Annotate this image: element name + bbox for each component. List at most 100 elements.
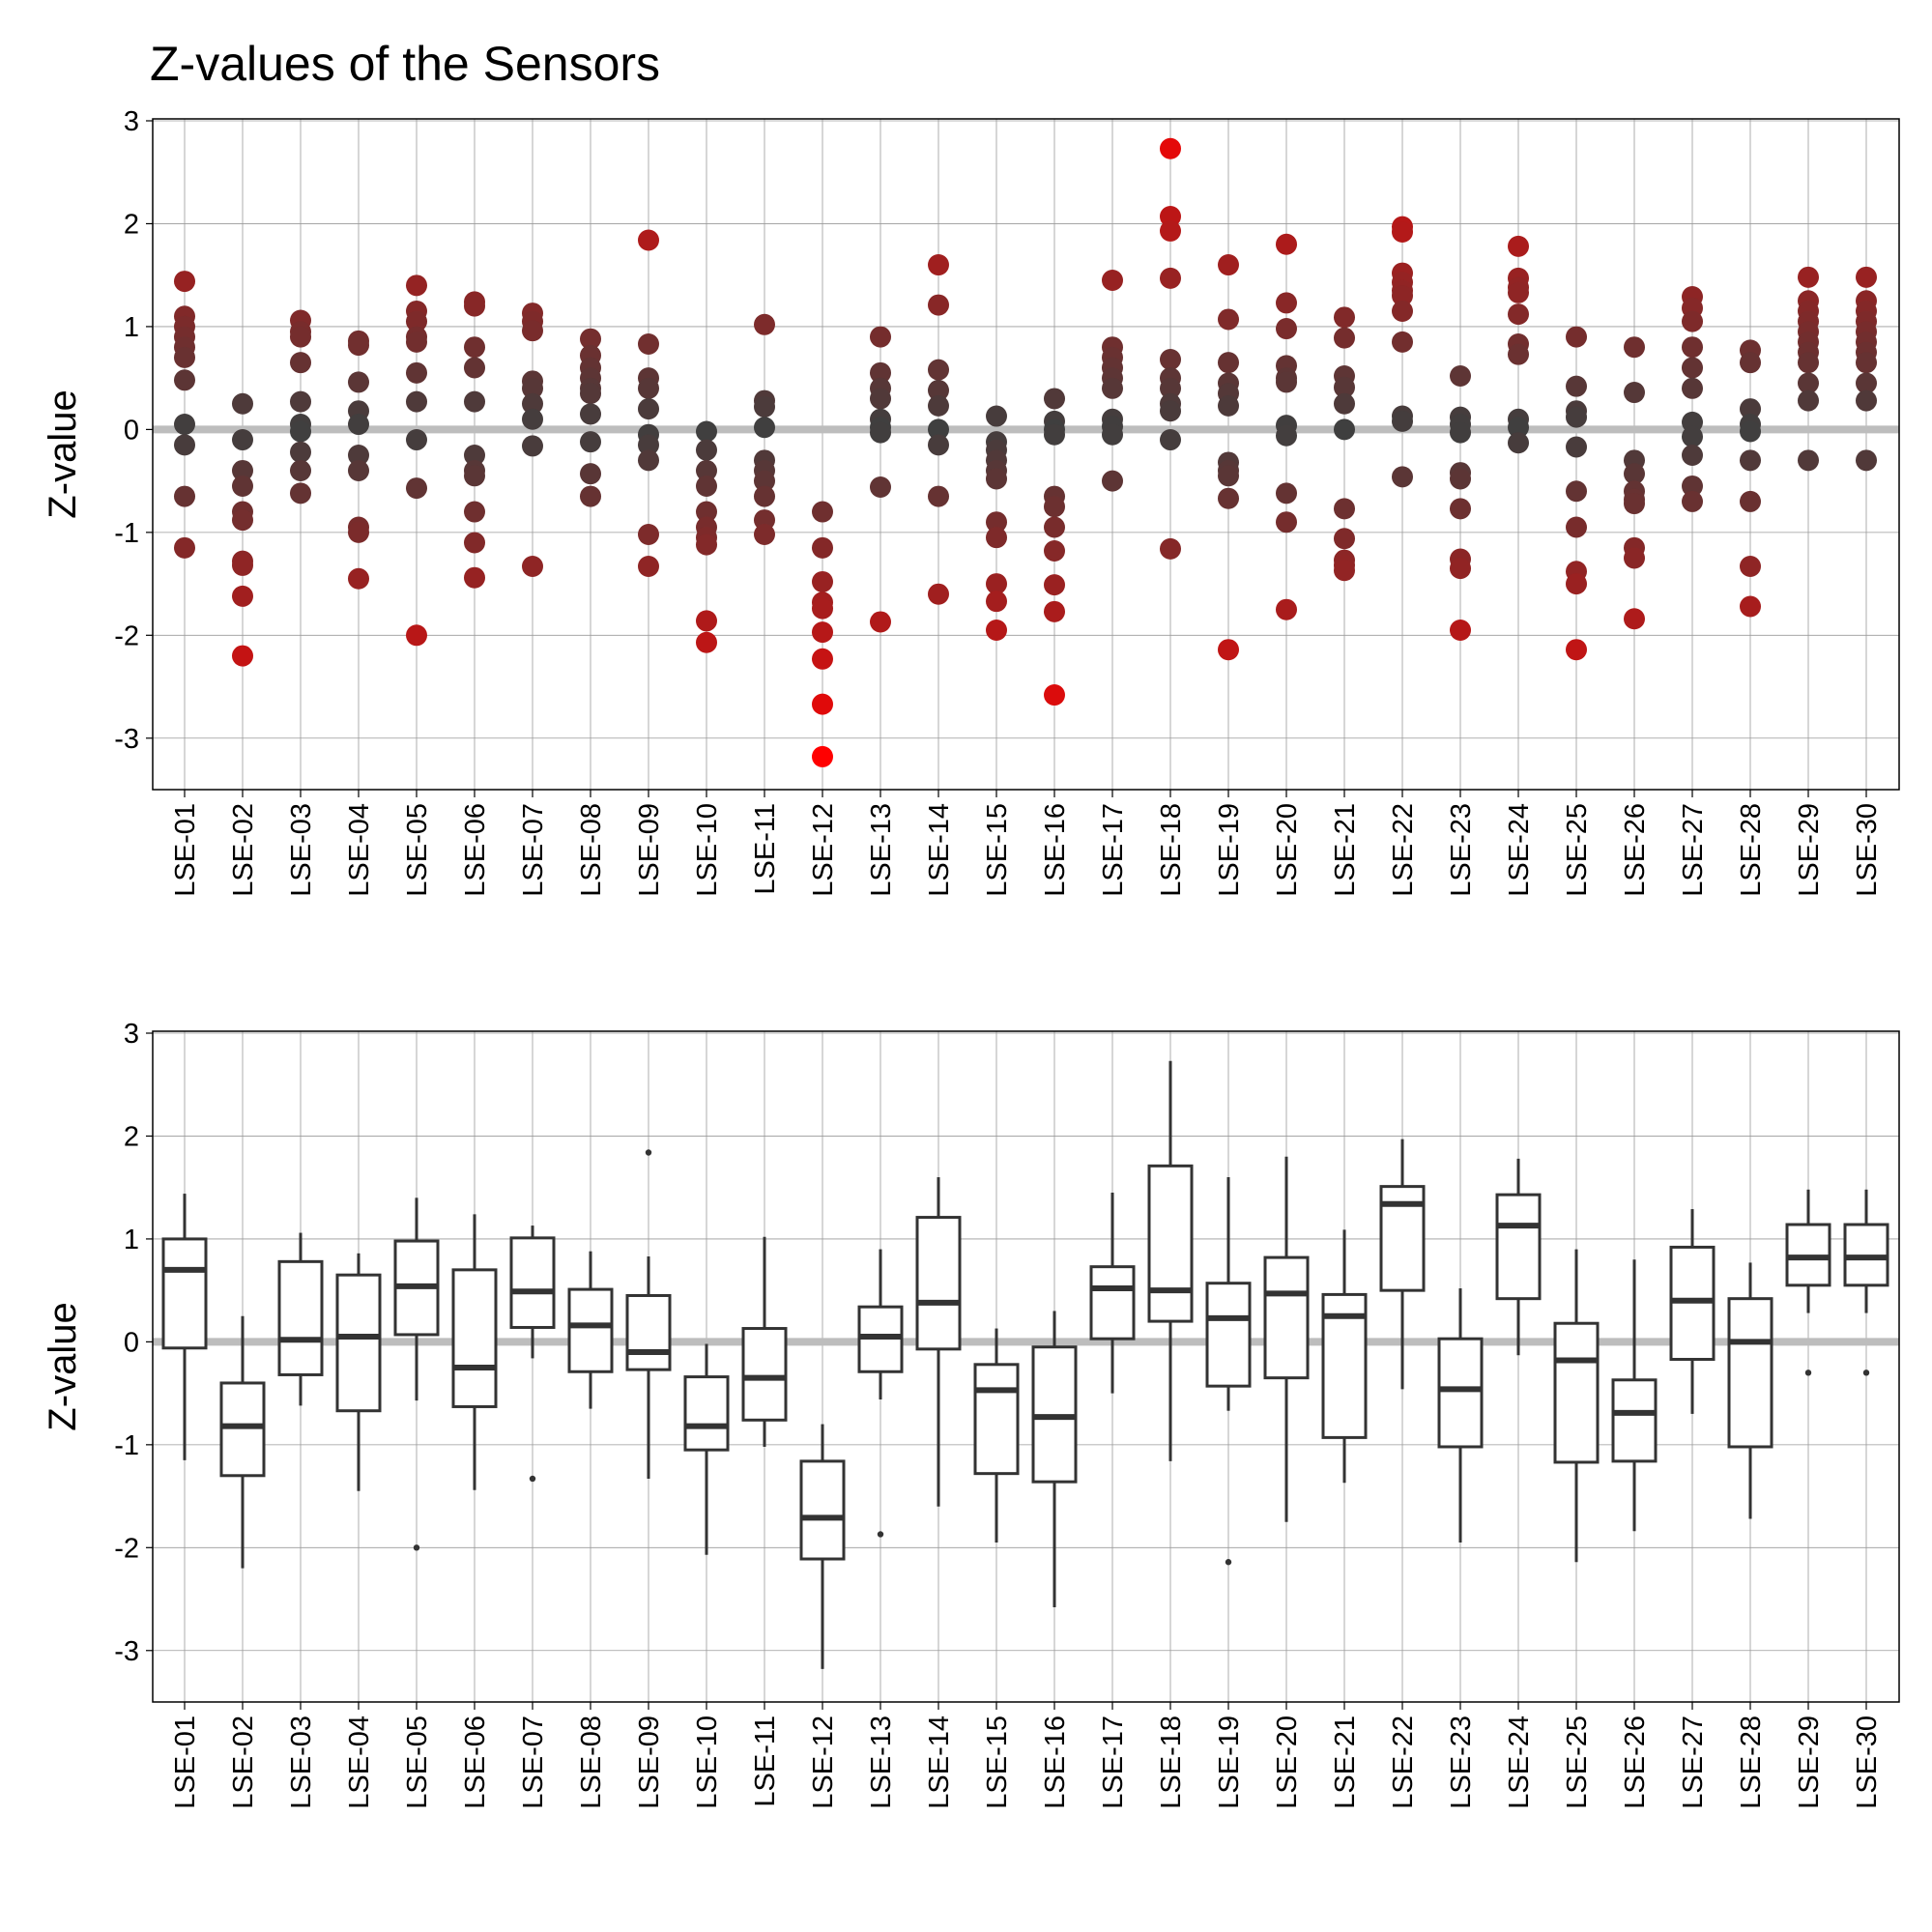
data-point xyxy=(1508,343,1529,365)
data-point xyxy=(406,477,427,500)
x-tick-label: LSE-13 xyxy=(866,1716,897,1809)
data-point xyxy=(1798,449,1819,472)
x-tick-label: LSE-17 xyxy=(1098,803,1129,897)
x-tick-label: LSE-04 xyxy=(344,803,375,897)
data-point xyxy=(1392,220,1413,243)
data-point xyxy=(1798,372,1819,394)
y-tick-label: 1 xyxy=(124,1225,139,1255)
data-point xyxy=(870,611,891,633)
dot-plot-border xyxy=(152,118,1900,791)
x-tick-label: LSE-12 xyxy=(808,803,839,897)
x-tick-label: LSE-01 xyxy=(170,803,201,897)
x-tick-label: LSE-25 xyxy=(1562,803,1593,897)
data-point xyxy=(348,334,369,357)
x-tick-label: LSE-05 xyxy=(402,1716,433,1809)
x-tick-label: LSE-20 xyxy=(1272,803,1303,897)
data-point xyxy=(1566,406,1587,428)
x-tick-label: LSE-17 xyxy=(1098,1716,1129,1809)
data-point xyxy=(812,597,833,620)
box-body xyxy=(915,1216,962,1351)
data-point xyxy=(174,536,195,559)
y-tick-label: -1 xyxy=(114,518,139,549)
data-point xyxy=(696,459,717,481)
y-tick-label: 1 xyxy=(124,312,139,343)
y-tick-label: -2 xyxy=(114,1533,139,1564)
x-tick-label: LSE-08 xyxy=(576,803,607,897)
box-body xyxy=(1205,1282,1252,1388)
box-lse-11 xyxy=(741,1236,788,1447)
data-point xyxy=(1856,389,1877,412)
data-point xyxy=(406,361,427,384)
data-point xyxy=(1740,352,1761,374)
y-tick-label: 3 xyxy=(124,106,139,137)
box-body xyxy=(161,1237,208,1350)
data-point xyxy=(232,554,253,576)
box-lse-19 xyxy=(1205,1177,1252,1566)
x-tick-label: LSE-03 xyxy=(286,803,317,897)
data-point xyxy=(1218,254,1239,276)
data-point xyxy=(1160,429,1181,451)
data-point xyxy=(1102,270,1123,292)
data-point xyxy=(1798,389,1819,412)
data-point xyxy=(522,392,543,415)
data-point xyxy=(638,333,659,356)
data-point xyxy=(1276,482,1297,505)
data-point xyxy=(464,336,485,359)
x-tick-label: LSE-03 xyxy=(286,1716,317,1809)
data-point xyxy=(522,408,543,430)
box-lse-26 xyxy=(1611,1259,1658,1532)
data-point xyxy=(812,745,833,767)
data-point xyxy=(1334,376,1355,398)
box-lse-16 xyxy=(1031,1311,1078,1608)
data-point xyxy=(1276,233,1297,255)
data-point xyxy=(870,476,891,499)
outlier-point xyxy=(413,1544,420,1551)
data-point xyxy=(928,254,949,276)
data-point xyxy=(928,379,949,401)
outlier-point xyxy=(1225,1559,1232,1566)
data-point xyxy=(1044,496,1065,518)
data-point xyxy=(928,359,949,381)
data-point xyxy=(870,361,891,384)
x-tick-label: LSE-11 xyxy=(750,803,781,895)
data-point xyxy=(1392,284,1413,306)
data-point xyxy=(1450,421,1471,444)
data-point xyxy=(754,470,775,492)
x-tick-label: LSE-24 xyxy=(1504,1716,1535,1809)
x-tick-label: LSE-02 xyxy=(228,803,259,897)
data-point xyxy=(1566,480,1587,503)
x-tick-label: LSE-20 xyxy=(1272,1716,1303,1809)
data-point xyxy=(1392,331,1413,353)
x-tick-label: LSE-10 xyxy=(692,1716,723,1809)
data-point xyxy=(1044,684,1065,706)
x-tick-label: LSE-05 xyxy=(402,803,433,897)
box-body xyxy=(277,1259,324,1376)
data-point xyxy=(1682,425,1703,447)
data-point xyxy=(1856,372,1877,394)
x-tick-label: LSE-15 xyxy=(982,803,1013,897)
data-point xyxy=(1160,219,1181,242)
data-point xyxy=(1218,394,1239,417)
data-point xyxy=(1218,465,1239,487)
data-point xyxy=(1334,306,1355,329)
box-body xyxy=(335,1273,382,1413)
data-point xyxy=(232,392,253,415)
x-tick-label: LSE-13 xyxy=(866,803,897,897)
box-lse-01 xyxy=(161,1194,208,1460)
data-point xyxy=(174,414,195,436)
data-point xyxy=(1740,490,1761,512)
x-tick-label: LSE-19 xyxy=(1214,1716,1245,1809)
data-point xyxy=(1682,475,1703,497)
data-point xyxy=(1624,608,1645,630)
data-point xyxy=(1682,357,1703,379)
box-body xyxy=(1727,1297,1773,1449)
data-point xyxy=(348,371,369,393)
x-tick-label: LSE-16 xyxy=(1040,1716,1071,1809)
x-tick-label: LSE-08 xyxy=(576,1716,607,1809)
outlier-point xyxy=(645,1149,652,1156)
data-point xyxy=(290,390,311,413)
data-point xyxy=(1102,470,1123,492)
data-point xyxy=(580,463,601,485)
data-point xyxy=(986,468,1007,490)
